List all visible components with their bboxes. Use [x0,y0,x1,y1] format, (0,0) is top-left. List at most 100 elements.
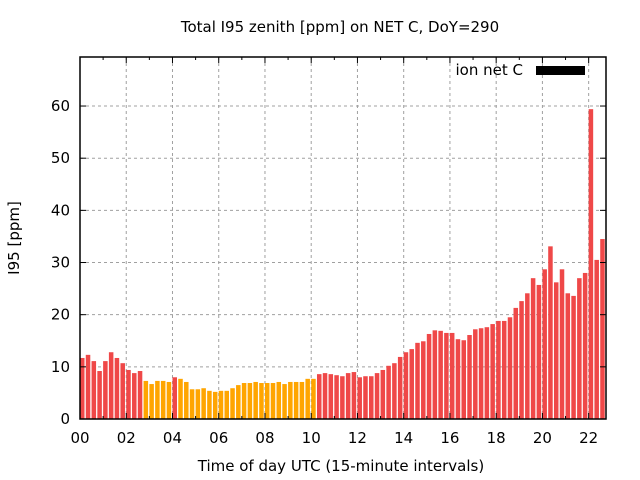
bar [496,320,501,419]
bar [461,340,467,419]
bar [380,369,386,419]
y-tick-labels: 0 10 20 30 40 50 60 [51,97,70,428]
x-tick-label: 12 [348,429,367,447]
bars [80,109,605,420]
bar [403,352,409,419]
legend-label: ion net C [456,61,523,79]
bar [473,329,478,419]
bar [311,378,316,419]
bar [178,378,183,419]
bar [288,381,293,419]
bar [85,354,91,419]
bar [155,380,160,419]
bar [282,384,287,419]
bar [137,371,143,419]
bar [316,374,322,419]
bar [264,383,270,419]
bar [432,330,438,419]
bar [160,380,166,419]
bar [293,381,299,419]
bar [218,390,224,419]
bar [490,324,495,419]
bar [328,374,334,419]
x-tick-label: 14 [394,429,413,447]
bar [114,357,120,419]
bar [582,272,588,419]
bar [97,371,102,419]
y-axis-label: I95 [ppm] [5,201,23,275]
bar [363,376,368,419]
bar [126,369,131,419]
bar [530,278,536,419]
bar [172,377,177,419]
bar [501,320,507,419]
bar [397,356,403,419]
bar [80,357,85,419]
chart-title: Total I95 zenith [ppm] on NET C, DoY=290 [180,18,499,36]
ticks [79,57,606,420]
bar [392,363,397,419]
bar [415,342,420,419]
x-tick-label: 22 [579,429,598,447]
x-tick-label: 04 [163,429,182,447]
x-tick-label: 16 [440,429,459,447]
y-tick-label: 0 [60,410,70,428]
bar [322,373,328,419]
bar [207,390,212,419]
bar [455,339,461,419]
bar [588,109,594,420]
bar [276,381,282,419]
bar [525,293,530,419]
x-tick-label: 06 [209,429,228,447]
bar [230,388,235,419]
bar [334,375,339,419]
bar [444,332,449,419]
bar [143,380,149,419]
bar [553,282,559,419]
bar [426,333,432,419]
bar [247,383,253,419]
legend: ion net C [456,61,585,79]
bar [421,341,426,419]
bar [91,361,97,419]
x-tick-label: 08 [255,429,274,447]
bar [345,373,351,419]
bar [594,259,599,419]
bar [253,381,258,419]
x-tick-label: 00 [70,429,89,447]
bar [542,269,547,419]
y-tick-label: 60 [51,97,70,115]
bar [513,307,519,419]
bar [189,389,195,419]
bar [409,349,414,419]
bar [369,376,374,419]
y-tick-label: 30 [51,254,70,272]
bar [374,373,380,419]
bar [386,365,391,419]
bar [270,383,276,419]
y-tick-label: 40 [51,201,70,219]
bar [201,388,206,419]
x-tick-label: 10 [302,429,321,447]
bar [536,284,542,419]
bar [449,332,455,419]
bar [438,330,443,419]
bar [259,383,264,419]
x-tick-labels: 00 02 04 06 08 10 12 14 16 18 20 22 [70,429,598,447]
bar [132,373,137,419]
bar [108,352,114,419]
bar [600,239,605,419]
bar [103,361,108,419]
bar [166,381,172,419]
legend-swatch [536,66,585,75]
bar [565,293,571,419]
bar [548,246,553,419]
bar [120,363,125,419]
bar [484,327,490,419]
bar [507,317,513,419]
bar [351,372,357,419]
bar [149,384,154,419]
bar [224,390,230,419]
bar [571,295,576,419]
